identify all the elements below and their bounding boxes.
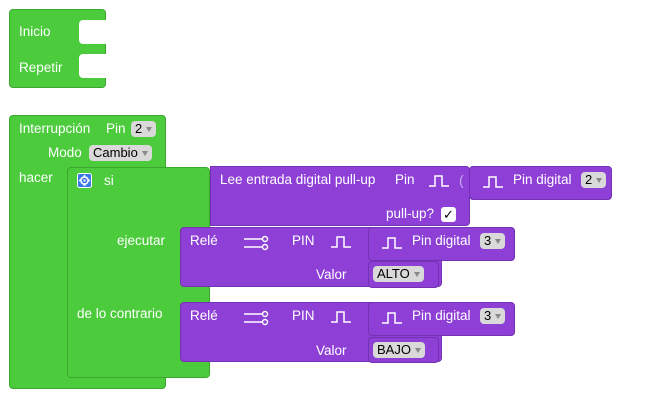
- relay-pin-block-2[interactable]: Pin digital 3: [368, 302, 515, 336]
- repetir-socket[interactable]: [79, 54, 106, 78]
- valor-label-2: Valor: [316, 343, 347, 358]
- modo-dropdown[interactable]: Cambio: [89, 145, 152, 161]
- valor-dropdown-1[interactable]: ALTO: [373, 266, 424, 282]
- relay-pin-digital-label-2: Pin digital: [412, 308, 471, 323]
- relay-pin-dropdown-2[interactable]: 3: [480, 308, 506, 324]
- read-input-label: Lee entrada digital pull-up: [220, 172, 376, 187]
- modo-label: Modo: [48, 145, 82, 160]
- interrupt-pin-dropdown[interactable]: 2: [131, 121, 157, 137]
- else-label: de lo contrario: [77, 306, 163, 321]
- repetir-label: Repetir: [19, 60, 63, 75]
- read-input-connector: (: [459, 172, 464, 188]
- valor-block-1[interactable]: ALTO: [368, 261, 439, 288]
- digital-pulse-icon: [428, 174, 450, 191]
- relay-pin-dropdown-1[interactable]: 3: [480, 233, 506, 249]
- pullup-label: pull-up?: [386, 206, 435, 221]
- read-input-pin-label: Pin: [395, 172, 415, 187]
- relay-pin-digital-label-1: Pin digital: [412, 233, 471, 248]
- valor-label-1: Valor: [316, 267, 347, 282]
- hacer-label: hacer: [19, 170, 53, 185]
- interrupt-pin-label: Pin: [106, 121, 126, 136]
- valor-dropdown-2[interactable]: BAJO: [373, 342, 425, 358]
- valor-block-2[interactable]: BAJO: [368, 337, 439, 363]
- read-input-pin-block[interactable]: Pin digital 2: [469, 166, 612, 200]
- read-pin-digital-label: Pin digital: [513, 172, 572, 187]
- digital-pulse-icon: [330, 310, 352, 327]
- relay-pin-label-2: PIN: [292, 308, 315, 323]
- digital-pulse-icon: [381, 236, 403, 253]
- pullup-checkbox[interactable]: ✓: [441, 207, 456, 222]
- interrupt-title: Interrupción: [19, 121, 91, 136]
- inicio-label: Inicio: [19, 24, 51, 39]
- si-label: si: [104, 173, 114, 188]
- digital-pulse-icon: [381, 311, 403, 328]
- rele-label-1: Relé: [190, 233, 218, 248]
- digital-pulse-icon: [482, 175, 504, 192]
- relay-switch-icon: [244, 235, 270, 254]
- inicio-socket[interactable]: [79, 20, 106, 44]
- relay-switch-icon: [244, 310, 270, 329]
- digital-pulse-icon: [330, 235, 352, 252]
- relay-pin-block-1[interactable]: Pin digital 3: [368, 227, 515, 261]
- read-input-block[interactable]: Lee entrada digital pull-up Pin pull-up?…: [210, 166, 470, 226]
- relay-pin-label-1: PIN: [292, 233, 315, 248]
- read-pin-dropdown[interactable]: 2: [581, 172, 607, 188]
- gear-icon[interactable]: [77, 173, 92, 188]
- ejecutar-label: ejecutar: [117, 233, 166, 248]
- rele-label-2: Relé: [190, 308, 218, 323]
